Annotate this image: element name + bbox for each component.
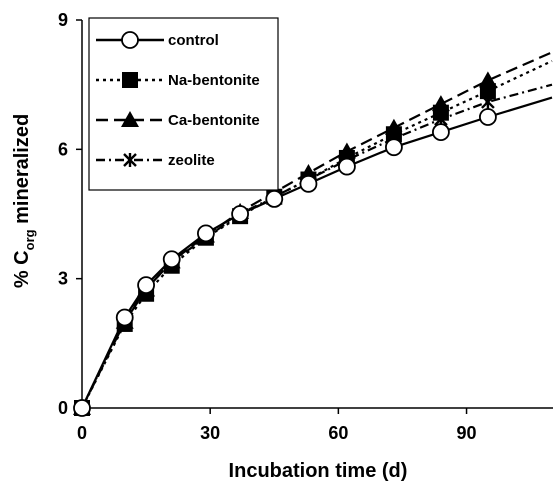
legend-marker: [121, 111, 139, 127]
data-point: [431, 95, 450, 112]
x-tick-label: 0: [77, 423, 87, 443]
legend-marker: [123, 153, 137, 167]
y-axis-title-part: mineralized: [11, 114, 33, 230]
data-point: [478, 71, 497, 88]
data-point: [265, 190, 284, 208]
data-point: [385, 138, 403, 157]
series-layer: [73, 51, 553, 417]
legend-label: control: [168, 32, 219, 49]
y-axis-title: % Corg mineralized: [11, 114, 37, 288]
y-tick-label: 6: [58, 139, 68, 159]
legend-label: Na-bentonite: [168, 72, 260, 89]
data-point: [137, 276, 155, 295]
x-tick-label: 60: [328, 423, 348, 443]
x-tick-label: 30: [200, 423, 220, 443]
data-point: [481, 94, 495, 109]
data-point: [432, 123, 450, 141]
y-tick-label: 9: [58, 10, 68, 30]
data-point: [479, 108, 497, 126]
legend-marker: [121, 31, 139, 49]
data-point: [338, 157, 356, 176]
legend: control Na-bentonite Ca-bentonite zeolite: [88, 17, 279, 191]
data-point: [231, 205, 249, 223]
series-control: [73, 96, 553, 417]
x-axis-title: Incubation time (d): [229, 460, 408, 482]
y-axis-title-part: % C: [11, 250, 33, 288]
data-point: [384, 118, 403, 135]
y-tick-label: 0: [58, 398, 68, 418]
legend-marker: [122, 72, 138, 88]
x-tick-label: 90: [457, 423, 477, 443]
data-point: [162, 250, 181, 269]
legend-label: zeolite: [168, 152, 215, 169]
legend-label: Ca-bentonite: [168, 112, 260, 129]
data-point: [299, 174, 318, 193]
data-point: [197, 224, 215, 243]
data-point: [73, 399, 91, 417]
y-tick-label: 3: [58, 269, 68, 289]
y-axis-title-subscript: org: [22, 229, 37, 250]
legend-box: [88, 17, 279, 191]
data-point: [115, 308, 134, 327]
